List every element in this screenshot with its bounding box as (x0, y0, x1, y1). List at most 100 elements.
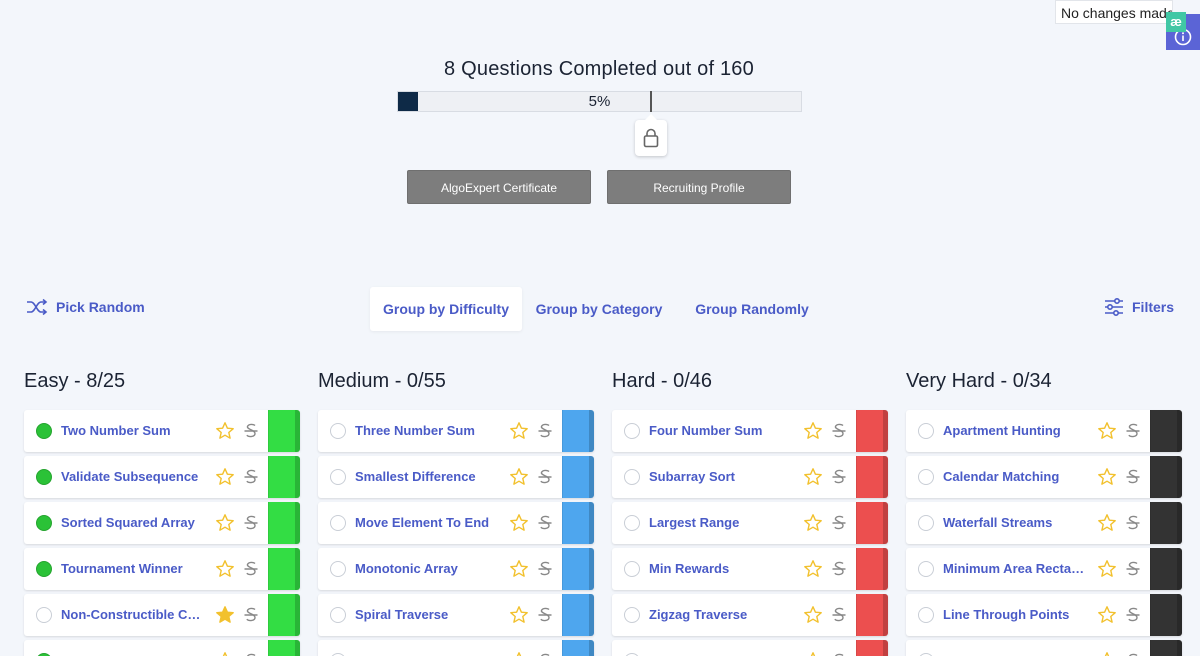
pick-random-button[interactable]: Pick Random (26, 298, 145, 316)
strikethrough-icon[interactable] (831, 605, 847, 625)
tab-group-randomly[interactable]: Group Randomly (695, 301, 809, 317)
question-name[interactable]: Zigzag Traverse (649, 607, 748, 622)
star-icon[interactable] (509, 605, 529, 625)
star-icon[interactable] (215, 605, 235, 625)
question-card[interactable]: Waterfall Streams (906, 502, 1182, 544)
completion-status-icon[interactable] (624, 423, 640, 439)
question-card[interactable]: Sorted Squared Array (24, 502, 300, 544)
algoexpert-certificate-button[interactable]: AlgoExpert Certificate (407, 170, 591, 204)
question-name[interactable]: Waterfall Streams (943, 515, 1053, 530)
completion-status-icon[interactable] (330, 607, 346, 623)
completion-status-icon[interactable] (36, 607, 52, 623)
star-icon[interactable] (215, 513, 235, 533)
star-icon[interactable] (509, 467, 529, 487)
star-icon[interactable] (1097, 605, 1117, 625)
strikethrough-icon[interactable] (831, 651, 847, 656)
question-card[interactable]: Min Rewards (612, 548, 888, 590)
strikethrough-icon[interactable] (1125, 605, 1141, 625)
question-name[interactable]: Four Number Sum (649, 423, 763, 438)
star-icon[interactable] (1097, 421, 1117, 441)
strikethrough-icon[interactable] (1125, 559, 1141, 579)
star-icon[interactable] (803, 513, 823, 533)
question-name[interactable]: Sorted Squared Array (61, 515, 195, 530)
strikethrough-icon[interactable] (1125, 651, 1141, 656)
strikethrough-icon[interactable] (243, 421, 259, 441)
question-card[interactable] (612, 640, 888, 656)
star-icon[interactable] (1097, 559, 1117, 579)
star-icon[interactable] (803, 651, 823, 656)
question-name[interactable]: Minimum Area Rectangle (943, 561, 1088, 576)
strikethrough-icon[interactable] (243, 513, 259, 533)
strikethrough-icon[interactable] (537, 421, 553, 441)
star-icon[interactable] (509, 651, 529, 656)
star-icon[interactable] (509, 513, 529, 533)
strikethrough-icon[interactable] (831, 421, 847, 441)
question-card[interactable]: Zigzag Traverse (612, 594, 888, 636)
question-card[interactable]: Minimum Area Rectangle (906, 548, 1182, 590)
question-card[interactable]: Line Through Points (906, 594, 1182, 636)
question-name[interactable]: Validate Subsequence (61, 469, 199, 484)
strikethrough-icon[interactable] (537, 513, 553, 533)
question-card[interactable]: Move Element To End (318, 502, 594, 544)
completion-status-icon[interactable] (918, 561, 934, 577)
completion-status-icon[interactable] (330, 423, 346, 439)
question-card[interactable]: Smallest Difference (318, 456, 594, 498)
question-card[interactable]: Spiral Traverse (318, 594, 594, 636)
star-icon[interactable] (509, 559, 529, 579)
question-card[interactable]: Four Number Sum (612, 410, 888, 452)
completion-status-icon[interactable] (36, 469, 52, 485)
completion-status-icon[interactable] (330, 469, 346, 485)
strikethrough-icon[interactable] (831, 559, 847, 579)
question-card[interactable] (906, 640, 1182, 656)
question-card[interactable]: Largest Range (612, 502, 888, 544)
question-name[interactable]: Monotonic Array (355, 561, 458, 576)
strikethrough-icon[interactable] (537, 559, 553, 579)
tab-group-by-difficulty[interactable]: Group by Difficulty (370, 287, 522, 331)
star-icon[interactable] (803, 559, 823, 579)
question-card[interactable]: Validate Subsequence (24, 456, 300, 498)
star-icon[interactable] (215, 559, 235, 579)
question-card[interactable] (24, 640, 300, 656)
question-name[interactable]: Subarray Sort (649, 469, 735, 484)
question-name[interactable]: Largest Range (649, 515, 740, 530)
completion-status-icon[interactable] (624, 469, 640, 485)
strikethrough-icon[interactable] (537, 467, 553, 487)
star-icon[interactable] (803, 421, 823, 441)
question-name[interactable]: Two Number Sum (61, 423, 171, 438)
star-icon[interactable] (1097, 513, 1117, 533)
completion-status-icon[interactable] (36, 561, 52, 577)
star-icon[interactable] (803, 605, 823, 625)
question-name[interactable]: Apartment Hunting (943, 423, 1061, 438)
strikethrough-icon[interactable] (1125, 421, 1141, 441)
completion-status-icon[interactable] (330, 561, 346, 577)
strikethrough-icon[interactable] (831, 513, 847, 533)
question-card[interactable]: Apartment Hunting (906, 410, 1182, 452)
filters-button[interactable]: Filters (1104, 298, 1174, 316)
completion-status-icon[interactable] (918, 423, 934, 439)
completion-status-icon[interactable] (918, 469, 934, 485)
question-name[interactable]: Calendar Matching (943, 469, 1060, 484)
question-card[interactable]: Calendar Matching (906, 456, 1182, 498)
strikethrough-icon[interactable] (537, 651, 553, 656)
completion-status-icon[interactable] (918, 607, 934, 623)
strikethrough-icon[interactable] (1125, 467, 1141, 487)
completion-status-icon[interactable] (330, 515, 346, 531)
strikethrough-icon[interactable] (243, 605, 259, 625)
star-icon[interactable] (215, 651, 235, 656)
question-name[interactable]: Non-Constructible Change (61, 607, 206, 622)
question-card[interactable]: Two Number Sum (24, 410, 300, 452)
question-card[interactable]: Tournament Winner (24, 548, 300, 590)
star-icon[interactable] (803, 467, 823, 487)
star-icon[interactable] (215, 467, 235, 487)
strikethrough-icon[interactable] (1125, 513, 1141, 533)
question-name[interactable]: Tournament Winner (61, 561, 183, 576)
completion-status-icon[interactable] (624, 515, 640, 531)
strikethrough-icon[interactable] (831, 467, 847, 487)
question-card[interactable]: Non-Constructible Change (24, 594, 300, 636)
question-card[interactable] (318, 640, 594, 656)
completion-status-icon[interactable] (918, 515, 934, 531)
question-name[interactable]: Three Number Sum (355, 423, 475, 438)
completion-status-icon[interactable] (624, 607, 640, 623)
question-name[interactable]: Move Element To End (355, 515, 490, 530)
star-icon[interactable] (509, 421, 529, 441)
